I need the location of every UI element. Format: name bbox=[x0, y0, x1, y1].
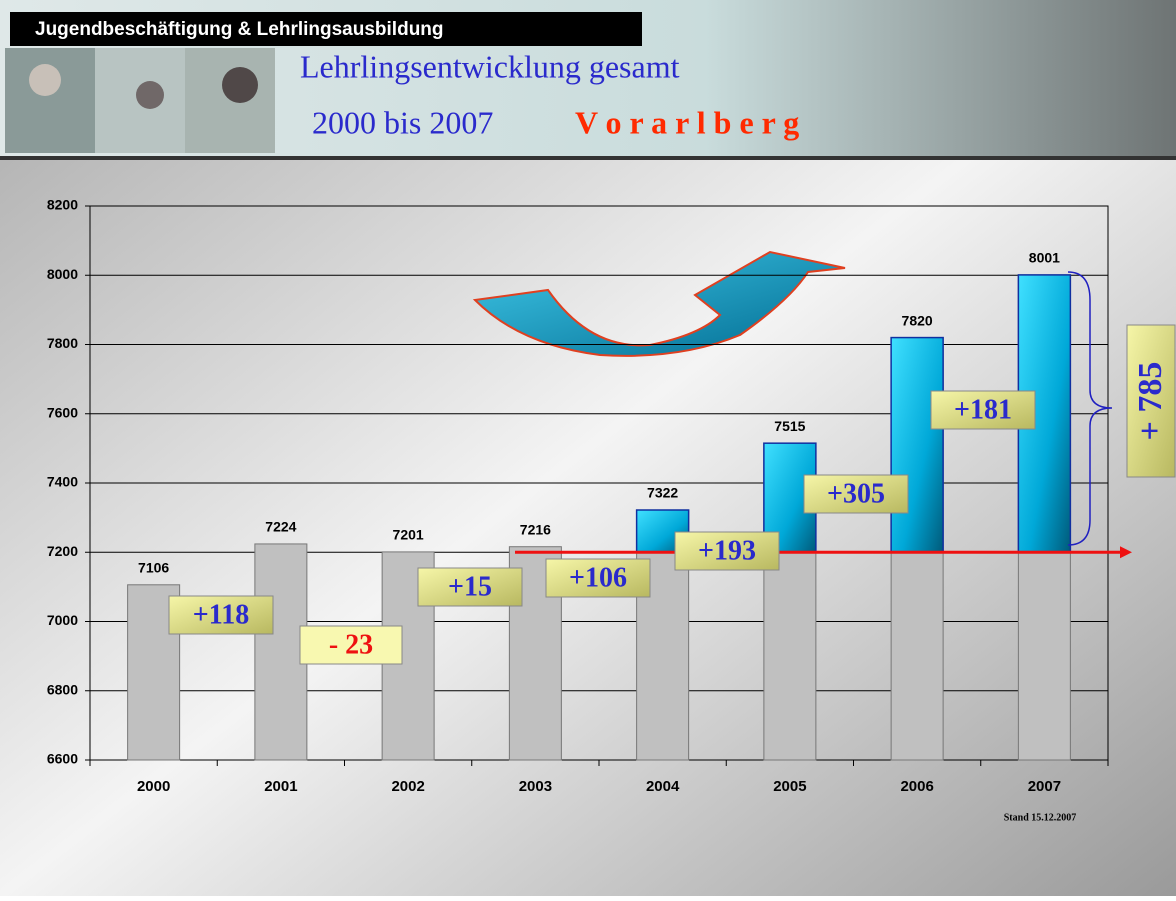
y-tick-label: 6600 bbox=[47, 751, 78, 767]
x-tick-label: 2006 bbox=[900, 778, 933, 795]
y-tick-label: 8200 bbox=[47, 197, 78, 213]
annotation-box bbox=[545, 558, 651, 598]
bar-highlight bbox=[635, 509, 690, 554]
brace bbox=[1067, 271, 1113, 546]
y-tick-label: 7400 bbox=[47, 474, 78, 490]
annotation: +181 bbox=[954, 394, 1012, 425]
annotation-box bbox=[1126, 324, 1176, 478]
annotation: +118 bbox=[193, 599, 249, 630]
x-tick-label: 2007 bbox=[1028, 778, 1061, 795]
annotation: - 23 bbox=[329, 629, 373, 660]
y-tick-label: 7200 bbox=[47, 543, 78, 559]
y-tick-label: 7800 bbox=[47, 335, 78, 351]
y-tick-label: 7600 bbox=[47, 404, 78, 420]
annotation-box bbox=[930, 390, 1036, 430]
bar-highlight bbox=[890, 336, 944, 554]
note: Stand 15.12.2007 bbox=[1004, 812, 1077, 823]
annotation-box bbox=[299, 625, 403, 665]
x-tick-label: 2000 bbox=[137, 778, 170, 795]
subtitle: 2000 bis 2007 bbox=[312, 104, 493, 140]
reference-arrowhead bbox=[1120, 546, 1132, 559]
y-tick-label: 8000 bbox=[47, 266, 78, 282]
value-label: 7216 bbox=[520, 521, 551, 537]
annotation: + 785 bbox=[1132, 362, 1169, 441]
annotation-box bbox=[417, 567, 523, 607]
value-label: 7515 bbox=[774, 418, 805, 434]
value-label: 7322 bbox=[647, 485, 678, 501]
section-box bbox=[10, 12, 642, 46]
y-tick-label: 7000 bbox=[47, 612, 78, 628]
x-tick-label: 2001 bbox=[264, 778, 297, 795]
x-tick-label: 2003 bbox=[519, 778, 552, 795]
value-label: 7224 bbox=[265, 519, 296, 535]
region: V o r a r l b e r g bbox=[575, 104, 799, 140]
annotation-box bbox=[674, 531, 780, 571]
annotation: +15 bbox=[448, 571, 492, 602]
value-label: 7820 bbox=[902, 312, 933, 328]
annotation: +193 bbox=[698, 535, 756, 566]
y-tick-label: 6800 bbox=[47, 681, 78, 697]
x-tick-label: 2004 bbox=[646, 778, 680, 795]
annotation-box bbox=[803, 474, 909, 514]
chart: 6600 6800 7000 7200 7400 7600 7800 8000 8200 2000… bbox=[47, 197, 1176, 795]
x-tick-label: 2002 bbox=[391, 778, 424, 795]
header-rule bbox=[0, 156, 1176, 160]
bar bbox=[254, 543, 308, 761]
photo-collage bbox=[5, 48, 275, 153]
annotation: +106 bbox=[569, 562, 627, 593]
x-tick-label: 2005 bbox=[773, 778, 806, 795]
annotation-box bbox=[168, 595, 274, 635]
value-label: 7201 bbox=[393, 527, 424, 543]
section-label: Jugendbeschäftigung & Lehrlingsausbildun… bbox=[35, 19, 444, 40]
value-label: 7106 bbox=[138, 560, 169, 576]
annotation: +305 bbox=[827, 478, 885, 509]
value-label: 8001 bbox=[1029, 250, 1060, 266]
title: Lehrlingsentwicklung gesamt bbox=[300, 48, 680, 84]
